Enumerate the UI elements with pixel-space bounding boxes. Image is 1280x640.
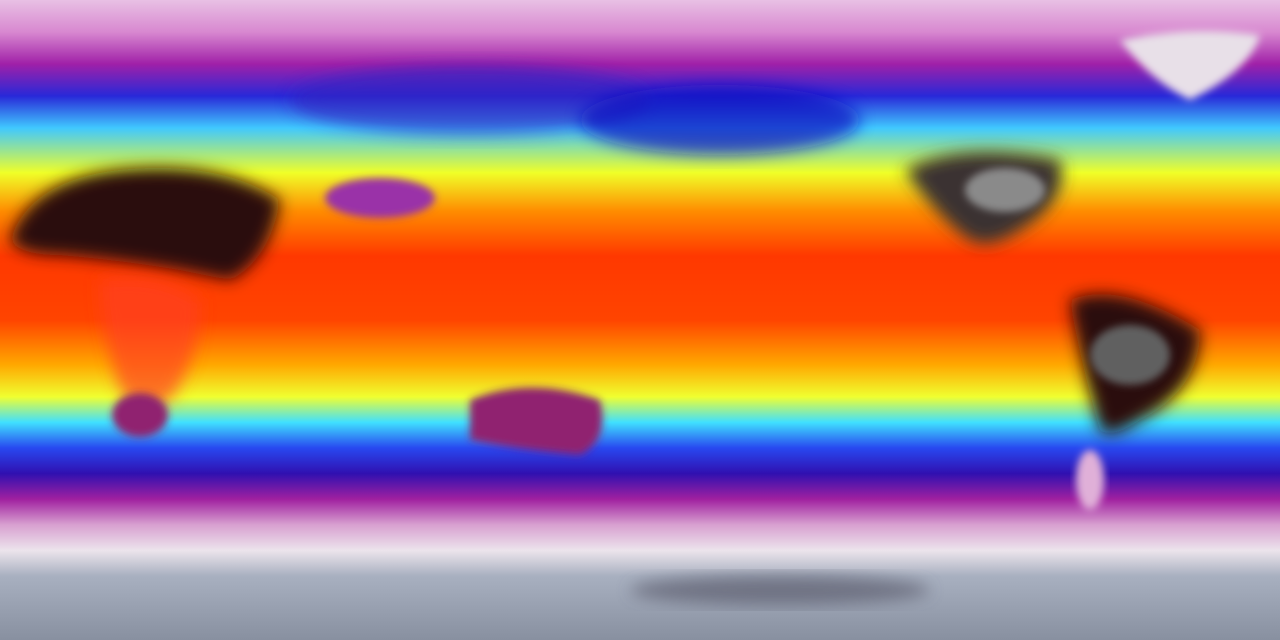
amazon xyxy=(1090,325,1170,385)
australia xyxy=(470,387,603,455)
tibet xyxy=(325,178,435,218)
sahara-hot-zone xyxy=(10,168,280,280)
rockies xyxy=(965,168,1045,212)
south-africa xyxy=(112,393,168,437)
greenland xyxy=(1120,31,1260,100)
antarctic-shadow xyxy=(630,575,930,605)
africa-south xyxy=(100,277,200,408)
north-pacific xyxy=(580,85,860,155)
patagonia xyxy=(1076,450,1104,510)
siberia xyxy=(290,65,650,135)
